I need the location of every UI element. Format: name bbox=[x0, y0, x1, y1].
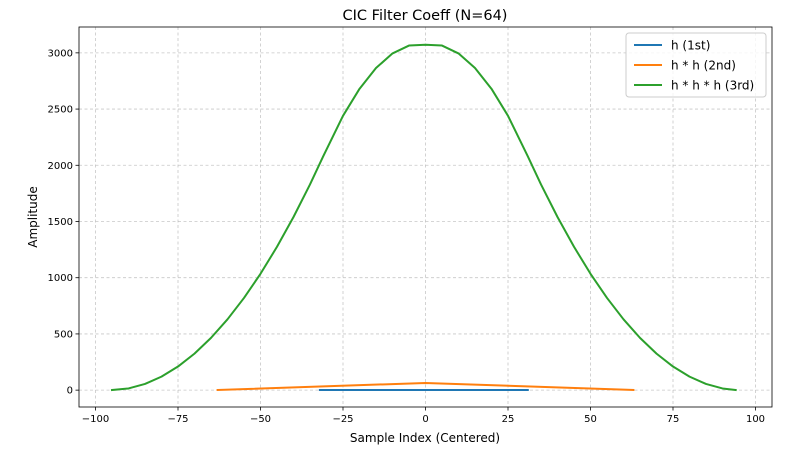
legend-box bbox=[625, 32, 767, 98]
chart-title: CIC Filter Coeff (N=64) bbox=[343, 8, 508, 24]
x-tick-label: 75 bbox=[667, 414, 680, 425]
x-tick-label: 25 bbox=[502, 414, 515, 425]
legend-label: h * h (2nd) bbox=[671, 59, 736, 73]
y-tick-label: 0 bbox=[67, 386, 73, 397]
y-tick-label: 2500 bbox=[48, 105, 73, 116]
y-tick-label: 2000 bbox=[48, 161, 73, 172]
series-lines bbox=[110, 43, 737, 392]
x-tick-label: −50 bbox=[250, 414, 271, 425]
series-line-2 bbox=[216, 381, 635, 392]
x-tick-label: 0 bbox=[422, 414, 428, 425]
legend: h (1st) h * h (2nd) h * h * h (3rd) bbox=[625, 32, 767, 98]
y-tick-label: 1000 bbox=[48, 273, 73, 284]
x-tick-label: −100 bbox=[82, 414, 109, 425]
y-tick-label: 3000 bbox=[48, 48, 73, 59]
y-axis-ticks: 0 500 1000 1500 2000 2500 3000 bbox=[48, 48, 79, 397]
legend-label: h (1st) bbox=[671, 39, 710, 53]
x-tick-label: −75 bbox=[167, 414, 188, 425]
x-tick-label: 100 bbox=[746, 414, 765, 425]
y-tick-label: 1500 bbox=[48, 217, 73, 228]
y-axis-label: Amplitude bbox=[26, 186, 40, 248]
legend-label: h * h * h (3rd) bbox=[671, 79, 754, 93]
x-tick-label: −25 bbox=[332, 414, 353, 425]
x-axis-label: Sample Index (Centered) bbox=[350, 431, 500, 445]
y-tick-label: 500 bbox=[54, 329, 73, 340]
x-axis-ticks: −100 −75 −50 −25 0 25 50 75 100 bbox=[82, 407, 765, 425]
series-line-3 bbox=[110, 43, 737, 392]
x-tick-label: 50 bbox=[584, 414, 597, 425]
